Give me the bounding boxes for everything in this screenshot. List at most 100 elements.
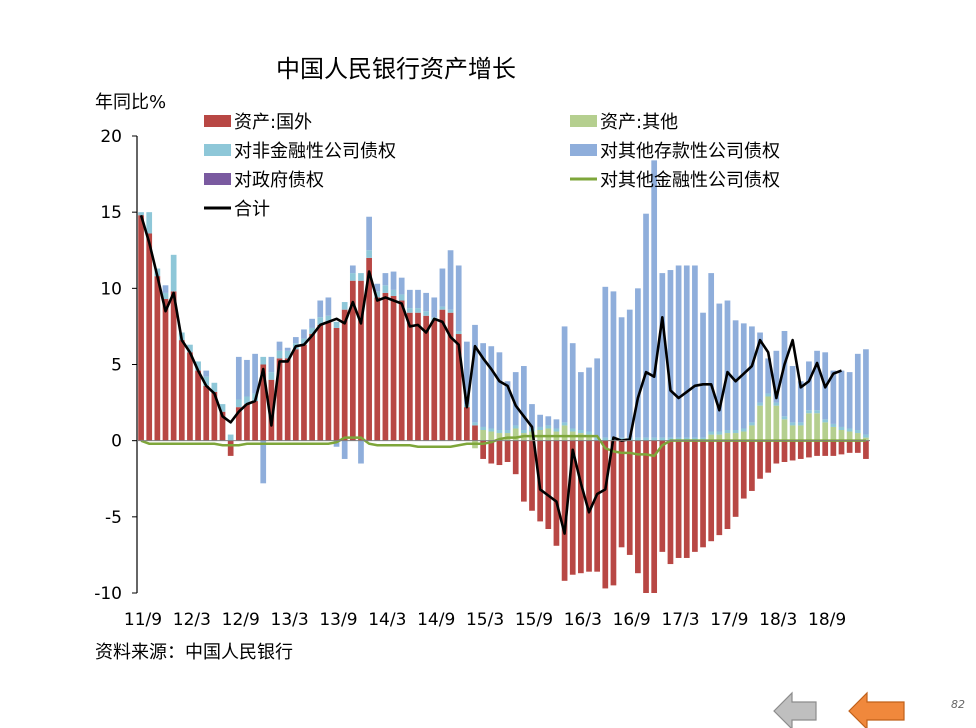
bar-foreign	[333, 327, 340, 441]
next-slide-button[interactable]	[848, 691, 905, 728]
bar-banks	[341, 440, 348, 459]
bar-banks	[561, 326, 568, 423]
bar-banks	[586, 367, 592, 432]
legend-label: 对其他金融性公司债权	[600, 170, 780, 191]
bar-foreign	[594, 440, 601, 572]
bar-foreign	[309, 334, 315, 441]
bar-banks	[325, 297, 332, 316]
bar-foreign	[863, 440, 869, 459]
bar-foreign	[732, 440, 739, 517]
bar-banks	[618, 317, 625, 438]
legend-swatch	[204, 115, 231, 127]
bar-nonfin	[586, 431, 592, 435]
bar-foreign	[382, 292, 389, 441]
bar-banks	[757, 332, 763, 403]
bar-nonfin	[659, 437, 666, 441]
bar-nonfin	[635, 437, 641, 441]
bar-foreign	[252, 401, 258, 441]
bar-banks	[602, 286, 609, 438]
legend-item: 对政府债权	[204, 170, 324, 191]
bar-nonfin	[846, 428, 853, 432]
bar-banks	[366, 216, 372, 251]
x-tick-label: 14/9	[417, 610, 455, 630]
bar-banks	[455, 265, 462, 331]
legend-item: 对其他存款性公司债权	[570, 141, 780, 162]
bar-foreign	[276, 358, 283, 441]
bar-nonfin	[203, 376, 210, 386]
bar-nonfin	[553, 428, 560, 432]
bar-banks	[423, 292, 429, 312]
prev-slide-button[interactable]	[773, 691, 817, 728]
bar-foreign	[227, 440, 234, 456]
bar-foreign	[626, 440, 633, 555]
bar-banks	[683, 265, 690, 438]
bar-foreign	[366, 257, 372, 441]
bar-nonfin	[838, 426, 845, 431]
x-tick-label: 18/3	[759, 610, 797, 630]
y-tick-label: -5	[105, 508, 122, 528]
bar-other	[781, 419, 788, 441]
bar-nonfin	[480, 426, 486, 431]
bar-banks	[773, 350, 780, 403]
left-arrow-icon	[773, 691, 817, 728]
bar-foreign	[447, 312, 454, 441]
bar-nonfin	[415, 308, 421, 313]
bar-nonfin	[390, 289, 397, 296]
x-tick-label: 13/9	[319, 610, 357, 630]
bar-foreign	[529, 440, 535, 511]
bar-other	[724, 433, 731, 441]
legend-swatch	[570, 115, 597, 127]
bar-banks	[317, 300, 324, 318]
bar-other	[740, 431, 747, 441]
bar-banks	[480, 343, 486, 427]
bar-other	[757, 405, 763, 441]
bar-banks	[333, 440, 340, 447]
chart-title: 中国人民银行资产增长	[276, 55, 516, 83]
bar-nonfin	[854, 430, 861, 434]
bar-nonfin	[398, 294, 405, 301]
bar-other	[708, 434, 715, 441]
y-axis-label: 年同比%	[95, 92, 166, 113]
bar-foreign	[692, 440, 698, 552]
bar-nonfin	[211, 382, 218, 392]
bar-nonfin	[341, 302, 348, 310]
bar-nonfin	[317, 317, 324, 325]
bar-banks	[814, 350, 820, 411]
bar-foreign	[398, 300, 405, 441]
bar-nonfin	[260, 356, 267, 365]
legend-item: 对非金融性公司债权	[204, 141, 396, 162]
bar-nonfin	[806, 410, 812, 414]
bar-nonfin	[406, 308, 413, 313]
legend-swatch	[204, 144, 231, 156]
bar-foreign	[480, 440, 486, 459]
bar-nonfin	[358, 273, 364, 281]
bar-nonfin	[765, 393, 772, 397]
bar-nonfin	[569, 428, 576, 432]
bar-foreign	[740, 440, 747, 499]
bar-nonfin	[309, 327, 315, 335]
legend-swatch	[570, 144, 597, 156]
bar-nonfin	[683, 437, 690, 441]
bar-other	[846, 431, 853, 441]
bar-nonfin	[512, 425, 519, 429]
bar-foreign	[789, 440, 796, 461]
bar-banks	[594, 358, 601, 438]
bar-foreign	[512, 440, 519, 475]
bar-nonfin	[366, 250, 372, 258]
bar-nonfin	[349, 273, 356, 281]
bar-banks	[276, 341, 283, 351]
bar-nonfin	[374, 291, 381, 298]
bar-foreign	[292, 349, 299, 441]
bar-nonfin	[773, 402, 780, 406]
bar-banks	[463, 341, 470, 405]
line-total	[139, 214, 842, 535]
bar-nonfin	[219, 404, 226, 412]
left-arrow-icon	[848, 691, 905, 728]
bar-nonfin	[455, 330, 462, 335]
bar-banks	[439, 268, 446, 307]
bar-foreign	[724, 440, 731, 530]
bar-nonfin	[170, 254, 177, 292]
x-tick-label: 12/9	[222, 610, 260, 630]
bar-foreign	[814, 440, 820, 456]
bar-banks	[643, 213, 649, 438]
